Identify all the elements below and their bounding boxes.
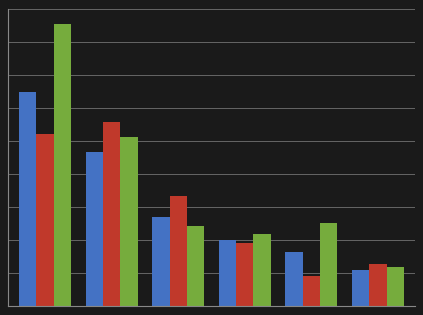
Bar	[303, 276, 320, 306]
Bar	[187, 226, 204, 306]
Bar	[36, 134, 54, 306]
Bar	[286, 252, 303, 306]
Bar	[86, 152, 103, 306]
Bar	[320, 223, 337, 306]
Bar	[19, 92, 36, 306]
Bar	[387, 267, 404, 306]
Bar	[219, 240, 236, 306]
Bar	[152, 217, 170, 306]
Bar	[103, 122, 120, 306]
Bar	[352, 270, 369, 306]
Bar	[236, 243, 253, 306]
Bar	[120, 137, 137, 306]
Bar	[170, 196, 187, 306]
Bar	[253, 234, 271, 306]
Bar	[369, 264, 387, 306]
Bar	[54, 24, 71, 306]
